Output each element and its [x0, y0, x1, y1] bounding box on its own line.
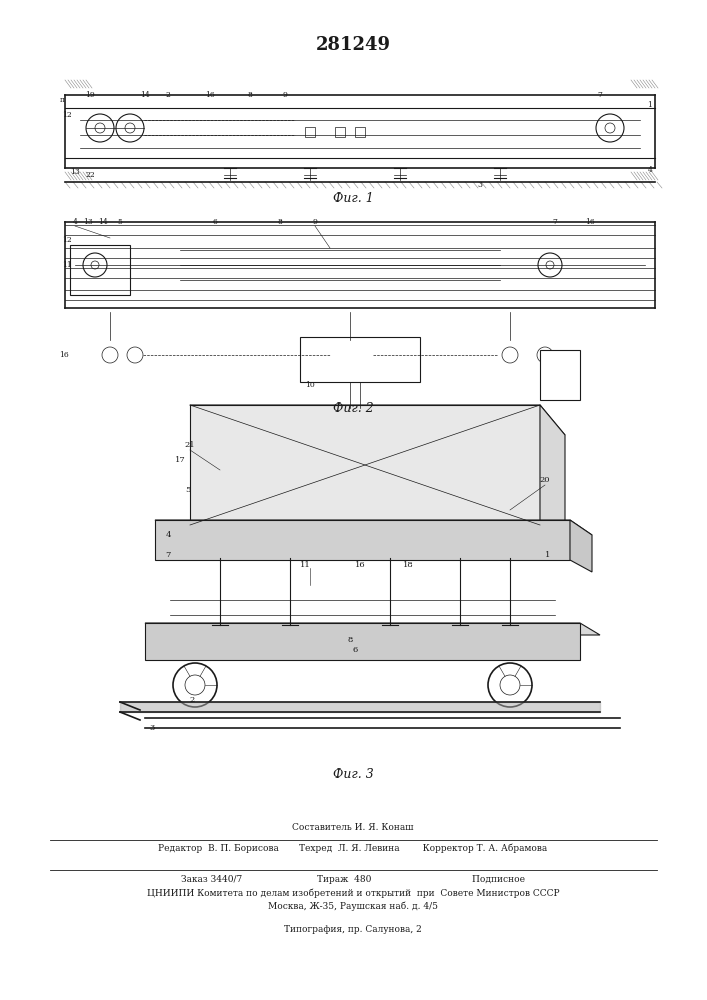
- Text: 16: 16: [585, 218, 595, 226]
- Circle shape: [116, 114, 144, 142]
- Text: 13: 13: [83, 218, 93, 226]
- Text: 8: 8: [247, 91, 252, 99]
- Text: Составитель И. Я. Конаш: Составитель И. Я. Конаш: [292, 824, 414, 832]
- Text: 5: 5: [185, 486, 191, 494]
- Text: 3: 3: [477, 181, 482, 189]
- Circle shape: [127, 347, 143, 363]
- Polygon shape: [570, 520, 592, 572]
- Circle shape: [537, 347, 553, 363]
- Text: 6: 6: [352, 646, 358, 654]
- Text: ЦНИИПИ Комитета по делам изобретений и открытий  при  Совете Министров СССР: ЦНИИПИ Комитета по делам изобретений и о…: [146, 888, 559, 898]
- Text: 16: 16: [59, 351, 69, 359]
- Circle shape: [83, 253, 107, 277]
- Circle shape: [86, 114, 114, 142]
- Text: Фиг. 2: Фиг. 2: [332, 401, 373, 414]
- Text: 7: 7: [597, 91, 602, 99]
- Circle shape: [596, 114, 624, 142]
- Polygon shape: [145, 623, 600, 635]
- Circle shape: [488, 663, 532, 707]
- Circle shape: [605, 123, 615, 133]
- Bar: [355, 127, 365, 137]
- Circle shape: [546, 261, 554, 269]
- Polygon shape: [155, 520, 570, 560]
- Circle shape: [95, 123, 105, 133]
- Text: 14: 14: [140, 91, 150, 99]
- Text: Редактор  В. П. Борисова       Техред  Л. Я. Левина        Корректор Т. А. Абрам: Редактор В. П. Борисова Техред Л. Я. Лев…: [158, 843, 548, 853]
- Text: 4: 4: [648, 166, 653, 174]
- Text: 21: 21: [185, 441, 195, 449]
- Text: 4: 4: [73, 218, 78, 226]
- Text: 20: 20: [539, 476, 550, 484]
- Text: 4: 4: [165, 531, 171, 539]
- Text: Москва, Ж-35, Раушская наб. д. 4/5: Москва, Ж-35, Раушская наб. д. 4/5: [268, 901, 438, 911]
- Text: Фиг. 1: Фиг. 1: [332, 192, 373, 205]
- Text: 8: 8: [278, 218, 282, 226]
- Circle shape: [102, 347, 118, 363]
- Text: 14: 14: [98, 218, 108, 226]
- Polygon shape: [155, 520, 592, 535]
- Text: 6: 6: [213, 218, 218, 226]
- Text: Типография, пр. Салунова, 2: Типография, пр. Салунова, 2: [284, 926, 422, 934]
- Bar: [335, 127, 345, 137]
- Text: 1: 1: [648, 101, 653, 109]
- Circle shape: [502, 347, 518, 363]
- Circle shape: [358, 348, 372, 362]
- Polygon shape: [540, 405, 565, 555]
- Text: 9: 9: [283, 91, 288, 99]
- Polygon shape: [190, 405, 540, 525]
- Polygon shape: [145, 623, 580, 660]
- Text: 2: 2: [189, 696, 194, 704]
- Text: 9: 9: [312, 218, 317, 226]
- Text: 17: 17: [175, 456, 185, 464]
- Text: 11: 11: [62, 261, 72, 269]
- Circle shape: [125, 123, 135, 133]
- Circle shape: [185, 675, 205, 695]
- Bar: [70, 245, 130, 295]
- Text: 2: 2: [165, 91, 170, 99]
- Circle shape: [500, 675, 520, 695]
- Text: 18: 18: [402, 561, 414, 569]
- Text: 19: 19: [85, 91, 95, 99]
- Text: 11: 11: [300, 561, 310, 569]
- Text: 16: 16: [355, 561, 366, 569]
- Circle shape: [333, 348, 347, 362]
- Text: 16: 16: [205, 91, 215, 99]
- Text: 22: 22: [85, 171, 95, 179]
- Bar: [305, 127, 315, 137]
- Text: 8: 8: [347, 636, 353, 644]
- Bar: [540, 350, 580, 400]
- Text: 3: 3: [149, 724, 155, 732]
- Circle shape: [91, 261, 99, 269]
- Text: 12: 12: [62, 111, 72, 119]
- Bar: [300, 337, 420, 382]
- Circle shape: [173, 663, 217, 707]
- Text: 5: 5: [117, 218, 122, 226]
- Text: 7: 7: [165, 551, 170, 559]
- Text: 10: 10: [305, 381, 315, 389]
- Text: Фиг. 3: Фиг. 3: [332, 768, 373, 782]
- Text: 1: 1: [545, 551, 551, 559]
- Text: п: п: [59, 96, 64, 104]
- Text: Заказ 3440/7                          Тираж  480                                : Заказ 3440/7 Тираж 480: [181, 876, 525, 884]
- Text: 281249: 281249: [315, 36, 390, 54]
- Text: 7: 7: [553, 218, 557, 226]
- Circle shape: [538, 253, 562, 277]
- Polygon shape: [190, 405, 565, 435]
- Text: 12: 12: [62, 236, 72, 244]
- Text: 13: 13: [70, 168, 80, 176]
